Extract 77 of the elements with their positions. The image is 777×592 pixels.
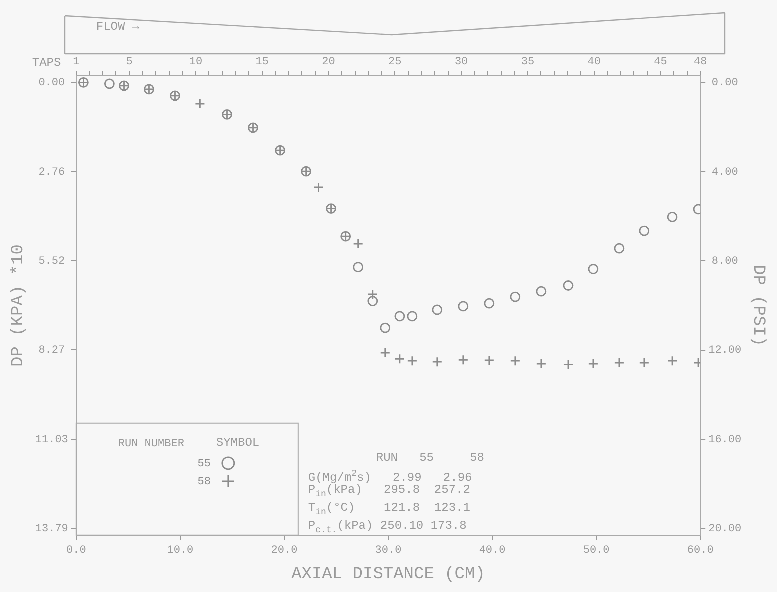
point xyxy=(353,262,364,273)
y-tick-label: 11.03 xyxy=(35,434,68,446)
y2-axis-title: DP (PSI) xyxy=(748,264,768,347)
point xyxy=(368,296,378,306)
x2-tick-label: 10 xyxy=(189,56,203,69)
point xyxy=(510,292,521,302)
point xyxy=(667,212,678,222)
x2-tick-label: 25 xyxy=(388,56,402,69)
point xyxy=(407,311,418,322)
point xyxy=(667,356,678,366)
x-tick-label: 40.0 xyxy=(479,544,506,557)
x2-tick-label: 35 xyxy=(521,56,535,69)
x-axis-title: AXIAL DISTANCE (CM) xyxy=(292,565,486,584)
y2-tick-label: 8.00 xyxy=(712,256,738,268)
y2-tick-label: 20.00 xyxy=(708,524,742,536)
point xyxy=(458,301,469,312)
point xyxy=(432,356,443,368)
x-tick-label: 60.0 xyxy=(687,544,714,557)
point xyxy=(380,348,391,358)
point xyxy=(394,311,406,322)
point xyxy=(563,280,574,291)
y2-tick-label: 16.00 xyxy=(708,434,742,446)
point xyxy=(536,286,547,297)
y-tick-label: 13.79 xyxy=(35,524,68,536)
point xyxy=(510,356,521,366)
y-tick-label: 8.27 xyxy=(38,345,66,358)
point xyxy=(407,356,418,366)
annotation: SYMBOL xyxy=(216,436,260,450)
x-tick-label: 10.0 xyxy=(167,544,194,557)
point xyxy=(484,298,495,309)
point xyxy=(588,358,599,370)
y-tick-label: 2.76 xyxy=(38,166,66,179)
point xyxy=(614,358,625,368)
x2-tick-label: 5 xyxy=(126,56,133,69)
y2-tick-label: 4.00 xyxy=(712,166,738,179)
point xyxy=(458,354,469,366)
x-tick-label: 50.0 xyxy=(583,544,610,557)
x-tick-label: 30.0 xyxy=(375,544,402,557)
point xyxy=(432,304,443,316)
y2-tick-label: 12.00 xyxy=(708,345,742,358)
y-tick-label: 0.00 xyxy=(38,78,66,90)
x-tick-label: 20.0 xyxy=(271,544,298,557)
point xyxy=(639,358,650,368)
x2-tick-label: 1 xyxy=(73,56,80,69)
y-axis-title: DP (KPA) *10 xyxy=(10,244,29,368)
point xyxy=(380,322,391,334)
legend-title: RUN NUMBER xyxy=(118,438,185,450)
point xyxy=(104,78,115,90)
point xyxy=(314,182,324,193)
x2-tick-label: 30 xyxy=(454,56,468,69)
point xyxy=(639,226,650,236)
point xyxy=(536,358,547,370)
point xyxy=(563,359,574,370)
legend-label: 55 xyxy=(198,458,212,470)
point xyxy=(394,354,406,364)
point xyxy=(195,98,206,110)
annotation: T$_{in}$(°C) 121.8 123.1 xyxy=(308,501,470,520)
x2-tick-label: 45 xyxy=(654,56,668,69)
point xyxy=(588,264,599,274)
x2-tick-label: 15 xyxy=(256,56,269,69)
point xyxy=(484,355,495,366)
annotation: P$_{c.t.}$(kPa) 250.10 173.8 xyxy=(308,519,467,538)
x2-axis-title: TAPS xyxy=(32,56,62,70)
annotation: P$_{in}$(kPa) 295.8 257.2 xyxy=(308,483,470,502)
annotation: G(Mg/m$^{2}$s) 2.99 2.96 xyxy=(308,468,472,486)
point xyxy=(353,238,364,250)
x2-tick-label: 48 xyxy=(694,56,708,69)
point xyxy=(368,289,378,300)
annotation: RUN 55 58 xyxy=(376,451,484,466)
point xyxy=(614,243,625,254)
x-tick-label: 0.0 xyxy=(66,544,86,557)
legend-label: 58 xyxy=(198,476,212,488)
text: FLOW → xyxy=(96,20,140,34)
y-tick-label: 5.52 xyxy=(38,256,66,268)
x2-tick-label: 20 xyxy=(322,56,336,69)
y2-tick-label: 0.00 xyxy=(712,78,738,90)
x2-tick-label: 40 xyxy=(588,56,601,69)
